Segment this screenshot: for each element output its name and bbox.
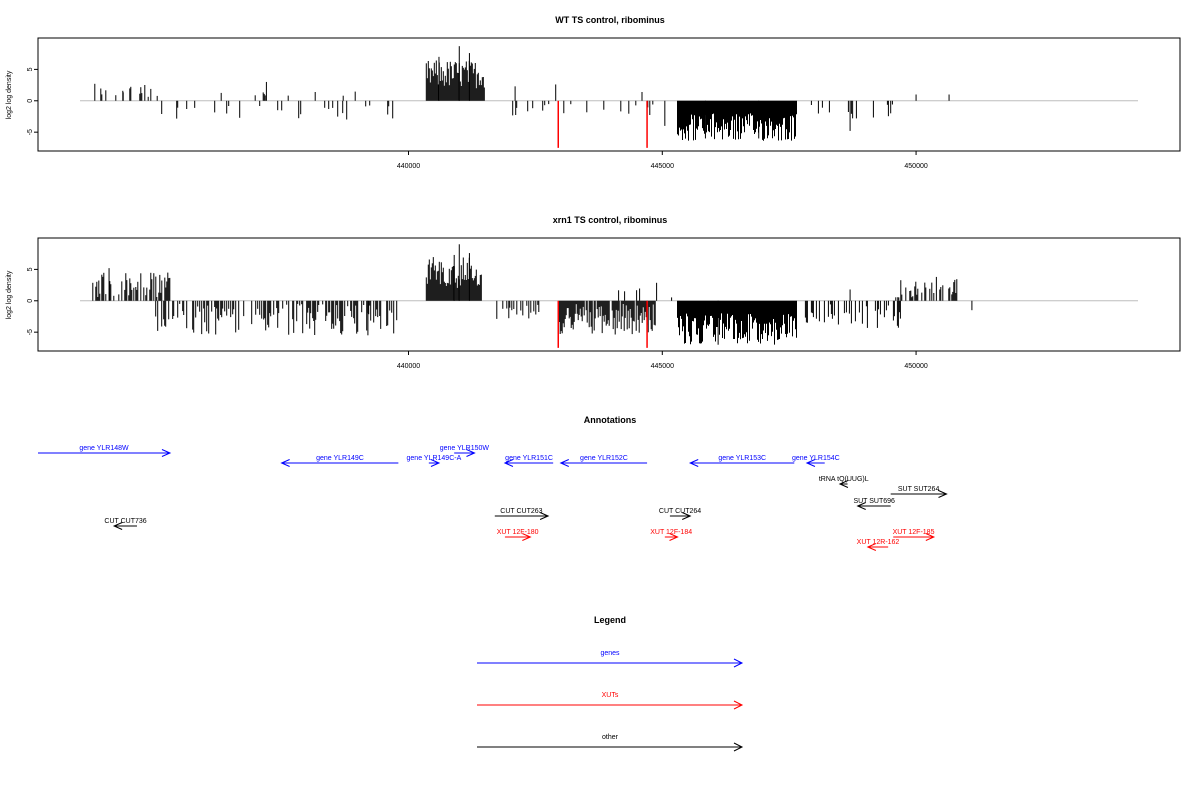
x-tick-label: 445000 (651, 363, 674, 370)
y-tick-label: 0 (27, 99, 34, 103)
arrowhead-icon (925, 533, 936, 541)
feature-label: SUT SUT696 (853, 498, 895, 505)
y-axis: -5 0 5 (27, 267, 38, 335)
arrowhead-icon (539, 512, 550, 520)
legend-item-other: other (477, 734, 744, 752)
legend-label: other (602, 734, 619, 741)
feature-label: gene YLR150W (440, 445, 490, 452)
y-axis: -5 0 5 (27, 67, 38, 135)
feature-label: XUT 12F-185 (893, 529, 935, 536)
feature-label: gene YLR152C (580, 455, 628, 462)
legend-label: XUTs (602, 692, 619, 699)
feature-label: tRNA tQ(UUG)L (819, 476, 869, 483)
panel-title: xrn1 TS control, ribominus (553, 215, 668, 225)
feature-label: XUT 12F-184 (650, 529, 692, 536)
feature: SUT SUT696 (853, 498, 895, 510)
feature: XUT 12F-184 (650, 529, 692, 541)
x-axis: 440000 445000 450000 (397, 351, 928, 370)
y-tick-label: -5 (27, 129, 34, 135)
arrowhead-icon (733, 742, 744, 752)
panel-title: WT TS control, ribominus (555, 15, 665, 25)
feature-label: XUT 12F-180 (497, 529, 539, 536)
feature-list: gene YLR148W gene YLR149C gene YLR149C-A ge… (38, 445, 948, 551)
feature: gene YLR152C (559, 455, 648, 467)
y-tick-label: 5 (27, 67, 34, 71)
plot-frame (37, 37, 1181, 152)
arrowhead-icon (280, 459, 290, 467)
arrowhead-icon (938, 490, 948, 498)
arrowhead-icon (733, 658, 744, 668)
feature-label: CUT CUT264 (659, 508, 701, 515)
plot-frame (37, 237, 1181, 352)
feature: XUT 12F-185 (893, 529, 936, 541)
legend-label: genes (600, 650, 620, 657)
y-axis-label: log2 log density (6, 270, 13, 319)
feature-label: SUT SUT264 (898, 486, 940, 493)
feature: gene YLR149C-A (407, 455, 462, 467)
arrowhead-icon (503, 459, 514, 467)
arrowhead-icon (866, 543, 877, 551)
arrowhead-icon (682, 512, 692, 520)
feature: SUT SUT264 (890, 486, 948, 498)
arrowhead-icon (733, 700, 744, 710)
wt-density-panel: WT TS control, ribominus log2 log densit… (6, 15, 1181, 170)
y-tick-label: 0 (27, 299, 34, 303)
feature-label: gene YLR148W (79, 445, 129, 452)
legend-title: Legend (594, 615, 626, 625)
x-tick-label: 450000 (904, 163, 927, 170)
arrowhead-icon (522, 533, 532, 541)
feature: XUT 12F-180 (497, 529, 539, 541)
feature-label: gene YLR149C-A (407, 455, 462, 462)
feature-label: gene YLR154C (792, 455, 840, 462)
feature: gene YLR148W (38, 445, 172, 457)
legend-item-gene: genes (477, 650, 744, 668)
y-tick-label: -5 (27, 329, 34, 335)
x-tick-label: 450000 (904, 363, 927, 370)
feature-label: gene YLR151C (505, 455, 553, 462)
y-axis-label: log2 log density (6, 70, 13, 119)
feature: CUT CUT736 (104, 518, 147, 530)
arrowhead-icon (559, 459, 569, 467)
y-tick-label: 5 (27, 267, 34, 271)
x-tick-label: 445000 (651, 163, 674, 170)
arrowhead-icon (430, 459, 441, 467)
arrowhead-icon (805, 459, 816, 467)
feature-label: CUT CUT263 (500, 508, 542, 515)
feature: gene YLR154C (792, 455, 840, 467)
feature: gene YLR151C (503, 455, 554, 467)
legend-items: genes XUTs other (477, 650, 744, 752)
bar-series (92, 244, 973, 348)
feature: gene YLR153C (688, 455, 795, 467)
x-tick-label: 440000 (397, 363, 420, 370)
feature-label: CUT CUT736 (104, 518, 146, 525)
feature: CUT CUT264 (659, 508, 701, 520)
x-axis: 440000 445000 450000 (397, 151, 928, 170)
arrowhead-icon (669, 533, 679, 541)
feature: CUT CUT263 (494, 508, 550, 520)
feature-label: XUT 12R-162 (857, 539, 900, 546)
bar-series (94, 46, 950, 148)
feature: gene YLR150W (440, 445, 490, 457)
x-tick-label: 440000 (397, 163, 420, 170)
legend-item-xut: XUTs (477, 692, 744, 710)
xrn1-density-panel: xrn1 TS control, ribominus log2 log dens… (6, 215, 1181, 370)
arrowhead-icon (838, 480, 849, 488)
feature: XUT 12R-162 (857, 539, 900, 551)
arrowhead-icon (466, 449, 476, 457)
legend: Legend genes XUTs other (477, 615, 744, 752)
arrowhead-icon (856, 502, 866, 510)
feature: gene YLR149C (280, 455, 399, 467)
arrowhead-icon (112, 522, 123, 530)
feature-label: gene YLR153C (718, 455, 766, 462)
arrowhead-icon (688, 459, 699, 467)
arrowhead-icon (161, 449, 172, 457)
feature-label: gene YLR149C (316, 455, 364, 462)
feature: tRNA tQ(UUG)L (819, 476, 869, 488)
annotations-title: Annotations (584, 415, 637, 425)
